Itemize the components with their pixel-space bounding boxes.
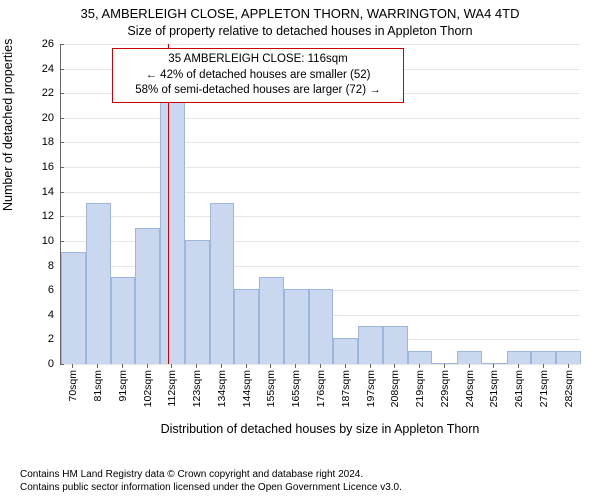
x-tick-label: 219sqm (412, 370, 426, 407)
grid-line (60, 142, 580, 143)
y-tick-label: 0 (48, 358, 60, 370)
x-tick-mark (171, 364, 172, 368)
annotation-line3: 58% of semi-detached houses are larger (… (120, 83, 396, 99)
bar (358, 326, 383, 364)
bar (86, 203, 111, 364)
footer-line2: Contains public sector information licen… (20, 482, 402, 495)
x-tick-label: 208sqm (387, 370, 401, 407)
x-tick-mark (246, 364, 247, 368)
x-tick-mark (320, 364, 321, 368)
bar (383, 326, 408, 364)
chart-title: 35, AMBERLEIGH CLOSE, APPLETON THORN, WA… (0, 0, 600, 23)
annotation-line1: 35 AMBERLEIGH CLOSE: 116sqm (120, 52, 396, 68)
y-tick-label: 10 (42, 235, 60, 247)
x-tick-label: 187sqm (338, 370, 352, 407)
y-tick-label: 16 (42, 161, 60, 173)
x-tick-mark (419, 364, 420, 368)
x-tick-label: 70sqm (65, 370, 79, 402)
x-tick-label: 282sqm (561, 370, 575, 407)
x-tick-mark (196, 364, 197, 368)
x-tick-mark (221, 364, 222, 368)
bar (531, 351, 556, 364)
x-tick-mark (295, 364, 296, 368)
bar (234, 289, 259, 364)
bar (507, 351, 532, 364)
x-tick-label: 134sqm (214, 370, 228, 407)
x-tick-mark (370, 364, 371, 368)
y-axis-label: Number of detached properties (1, 195, 15, 211)
grid-line (60, 167, 580, 168)
x-tick-label: 271sqm (536, 370, 550, 407)
x-tick-mark (568, 364, 569, 368)
x-tick-label: 229sqm (437, 370, 451, 407)
y-tick-label: 14 (42, 186, 60, 198)
grid-line (60, 118, 580, 119)
bar (309, 289, 334, 364)
grid-line (60, 44, 580, 45)
x-tick-label: 102sqm (140, 370, 154, 407)
y-tick-label: 20 (42, 112, 60, 124)
x-tick-mark (97, 364, 98, 368)
chart-subtitle: Size of property relative to detached ho… (0, 23, 600, 39)
bar (457, 351, 482, 364)
grid-line (60, 216, 580, 217)
x-tick-mark (147, 364, 148, 368)
x-tick-mark (270, 364, 271, 368)
x-tick-label: 176sqm (313, 370, 327, 407)
x-tick-label: 197sqm (363, 370, 377, 407)
x-tick-mark (72, 364, 73, 368)
bar (432, 363, 457, 364)
x-tick-label: 155sqm (263, 370, 277, 407)
x-tick-label: 240sqm (462, 370, 476, 407)
x-tick-mark (493, 364, 494, 368)
bar (61, 252, 86, 364)
x-tick-mark (394, 364, 395, 368)
bar (333, 338, 358, 364)
bar (111, 277, 136, 364)
bar (408, 351, 433, 364)
grid-line (60, 192, 580, 193)
bar (135, 228, 160, 364)
x-tick-label: 91sqm (115, 370, 129, 402)
x-tick-label: 112sqm (164, 370, 178, 407)
annotation-line2: ← 42% of detached houses are smaller (52… (120, 68, 396, 84)
y-tick-label: 18 (42, 136, 60, 148)
annotation-box: 35 AMBERLEIGH CLOSE: 116sqm ← 42% of det… (112, 48, 404, 103)
bar (185, 240, 210, 364)
x-tick-label: 123sqm (189, 370, 203, 407)
x-tick-mark (345, 364, 346, 368)
x-tick-mark (518, 364, 519, 368)
bar (556, 351, 581, 364)
y-tick-label: 6 (48, 284, 60, 296)
footer-attribution: Contains HM Land Registry data © Crown c… (20, 469, 402, 494)
y-tick-label: 26 (42, 38, 60, 50)
y-tick-label: 4 (48, 309, 60, 321)
x-tick-mark (122, 364, 123, 368)
bar (259, 277, 284, 364)
y-tick-label: 2 (48, 333, 60, 345)
footer-line1: Contains HM Land Registry data © Crown c… (20, 469, 402, 482)
x-tick-mark (469, 364, 470, 368)
y-tick-label: 24 (42, 63, 60, 75)
x-tick-label: 261sqm (511, 370, 525, 407)
x-tick-label: 144sqm (239, 370, 253, 407)
bar (210, 203, 235, 364)
bar (160, 92, 185, 364)
x-axis-label: Distribution of detached houses by size … (60, 422, 580, 436)
bar (284, 289, 309, 364)
x-tick-mark (543, 364, 544, 368)
x-tick-label: 165sqm (288, 370, 302, 407)
y-tick-label: 22 (42, 87, 60, 99)
y-tick-label: 12 (42, 210, 60, 222)
y-tick-label: 8 (48, 260, 60, 272)
x-tick-label: 81sqm (90, 370, 104, 402)
x-tick-label: 251sqm (486, 370, 500, 407)
x-tick-mark (444, 364, 445, 368)
